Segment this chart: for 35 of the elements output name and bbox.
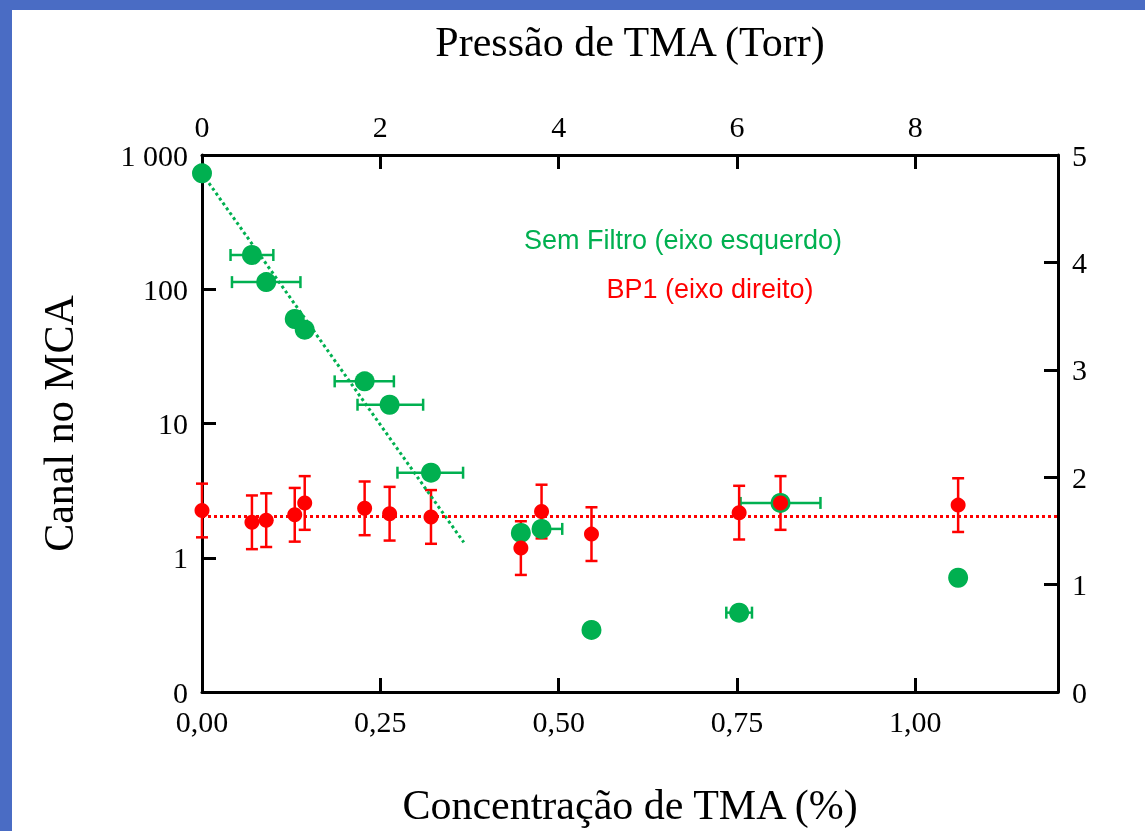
- text: Sem Filtro (eixo esquerdo): [523, 225, 843, 255]
- y-tick-label: 100: [143, 272, 188, 306]
- point: [510, 522, 531, 543]
- x2-tick-label: 6: [729, 109, 745, 143]
- point: [294, 319, 315, 340]
- x2-tick-label: 4: [551, 109, 567, 143]
- point: [531, 518, 552, 539]
- y2-tick-label: 4: [1072, 245, 1087, 279]
- point: [354, 371, 375, 392]
- y2-tick-label: 5: [1072, 138, 1087, 172]
- x2-tick-label: 8: [907, 109, 923, 143]
- x2-tick-label: 2: [372, 109, 388, 143]
- x-axis-title: Concentração de TMA (%): [402, 782, 858, 829]
- point: [421, 462, 441, 483]
- x-tick-label: 1,00: [889, 704, 942, 738]
- y-tick-label: 10: [158, 407, 188, 440]
- x-tick-label: 0,50: [532, 704, 585, 738]
- point: [256, 272, 277, 293]
- y-tick-label: 1 000: [120, 138, 188, 172]
- x2-tick-label: 0: [194, 109, 210, 143]
- point: [379, 394, 400, 415]
- point: [192, 163, 212, 184]
- y-axis-title: Canal no MCA: [36, 294, 82, 552]
- y2-tick-label: 3: [1072, 353, 1087, 387]
- x2-axis-title: Pressão de TMA (Torr): [435, 19, 825, 66]
- text: BP1 (eixo direito): [606, 274, 814, 304]
- point: [581, 619, 602, 640]
- x-tick-label: 0,25: [354, 704, 407, 738]
- point: [241, 244, 262, 265]
- point: [948, 567, 969, 588]
- y2-tick-label: 0: [1072, 675, 1087, 709]
- y2-tick-label: 1: [1072, 568, 1087, 602]
- y2-tick-label: 2: [1072, 460, 1087, 494]
- y-tick-label: 1: [173, 541, 188, 575]
- x-tick-label: 0,75: [710, 704, 764, 738]
